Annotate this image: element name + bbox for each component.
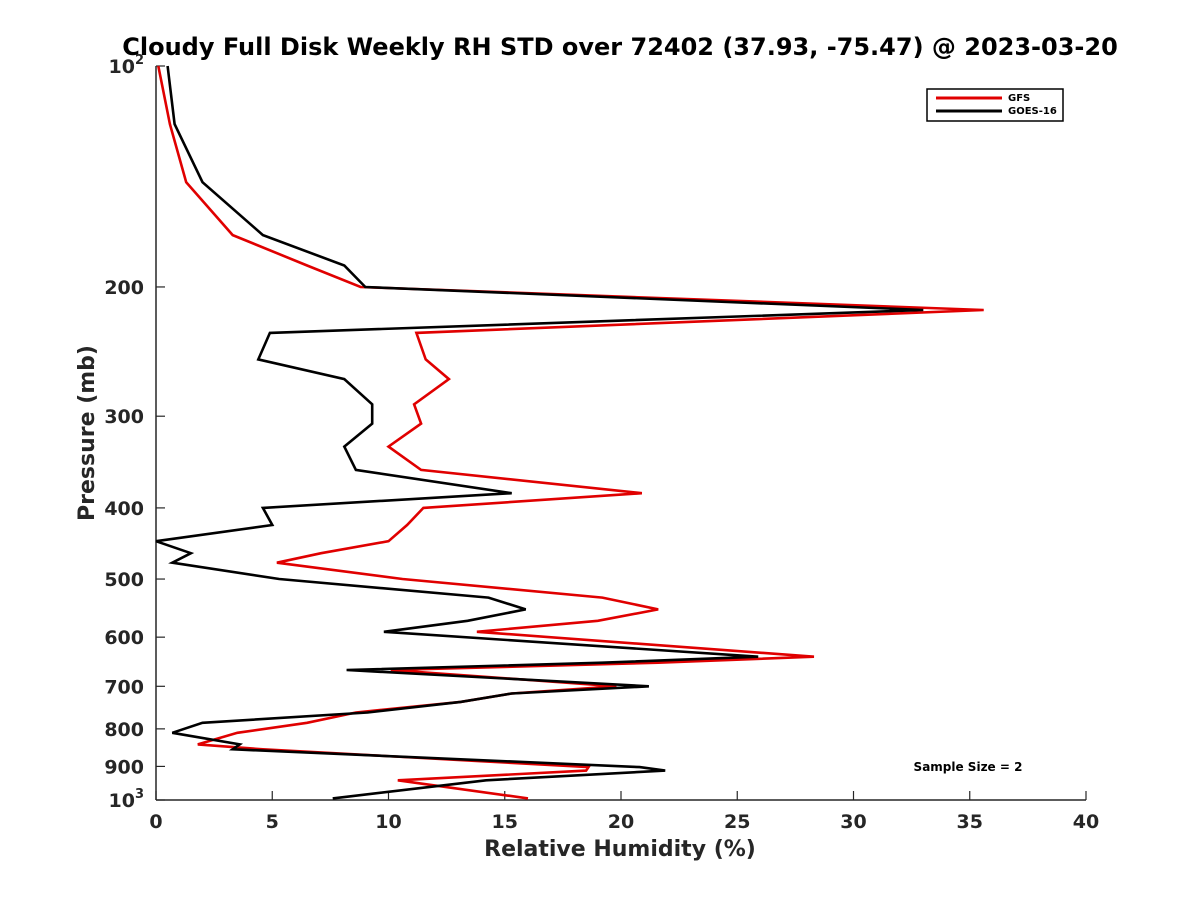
legend-label-gfs: GFS [1008, 93, 1030, 104]
x-axis-label: Relative Humidity (%) [484, 837, 756, 862]
y-tick-label: 600 [104, 627, 144, 649]
x-tick-label: 35 [957, 811, 983, 833]
y-tick-label: 300 [104, 406, 144, 428]
y-tick-label: 400 [104, 498, 144, 520]
series-line-gfs [157, 65, 984, 800]
x-tick-label: 5 [266, 811, 279, 833]
legend: GFS GOES-16 [926, 88, 1064, 122]
x-tick-label: 40 [1073, 811, 1099, 833]
x-tick-label: 20 [608, 811, 634, 833]
y-tick-label: 500 [104, 569, 144, 591]
y-tick-label: 200 [104, 277, 144, 299]
x-tick-label: 10 [375, 811, 401, 833]
legend-label-goes16: GOES-16 [1008, 106, 1057, 117]
y-tick-label: 800 [104, 719, 144, 741]
y-axis-label: Pressure (mb) [75, 345, 100, 521]
y-tick-label: 103 [109, 787, 145, 812]
x-tick-label: 15 [492, 811, 518, 833]
legend-box [926, 88, 1064, 122]
x-tick-label: 0 [149, 811, 162, 833]
x-tick-label: 30 [840, 811, 866, 833]
chart-title: Cloudy Full Disk Weekly RH STD over 7240… [122, 33, 1118, 61]
y-tick-label: 102 [109, 53, 145, 78]
plot-area: 0 5 10 15 20 25 30 35 40 102 200 300 400 500 600 700 800… [104, 53, 1099, 833]
x-tick-label: 25 [724, 811, 750, 833]
series-line-goes16 [155, 65, 924, 800]
y-tick-label: 900 [104, 756, 144, 778]
y-tick-label: 700 [104, 676, 144, 698]
sample-size-annotation: Sample Size = 2 [914, 760, 1023, 774]
